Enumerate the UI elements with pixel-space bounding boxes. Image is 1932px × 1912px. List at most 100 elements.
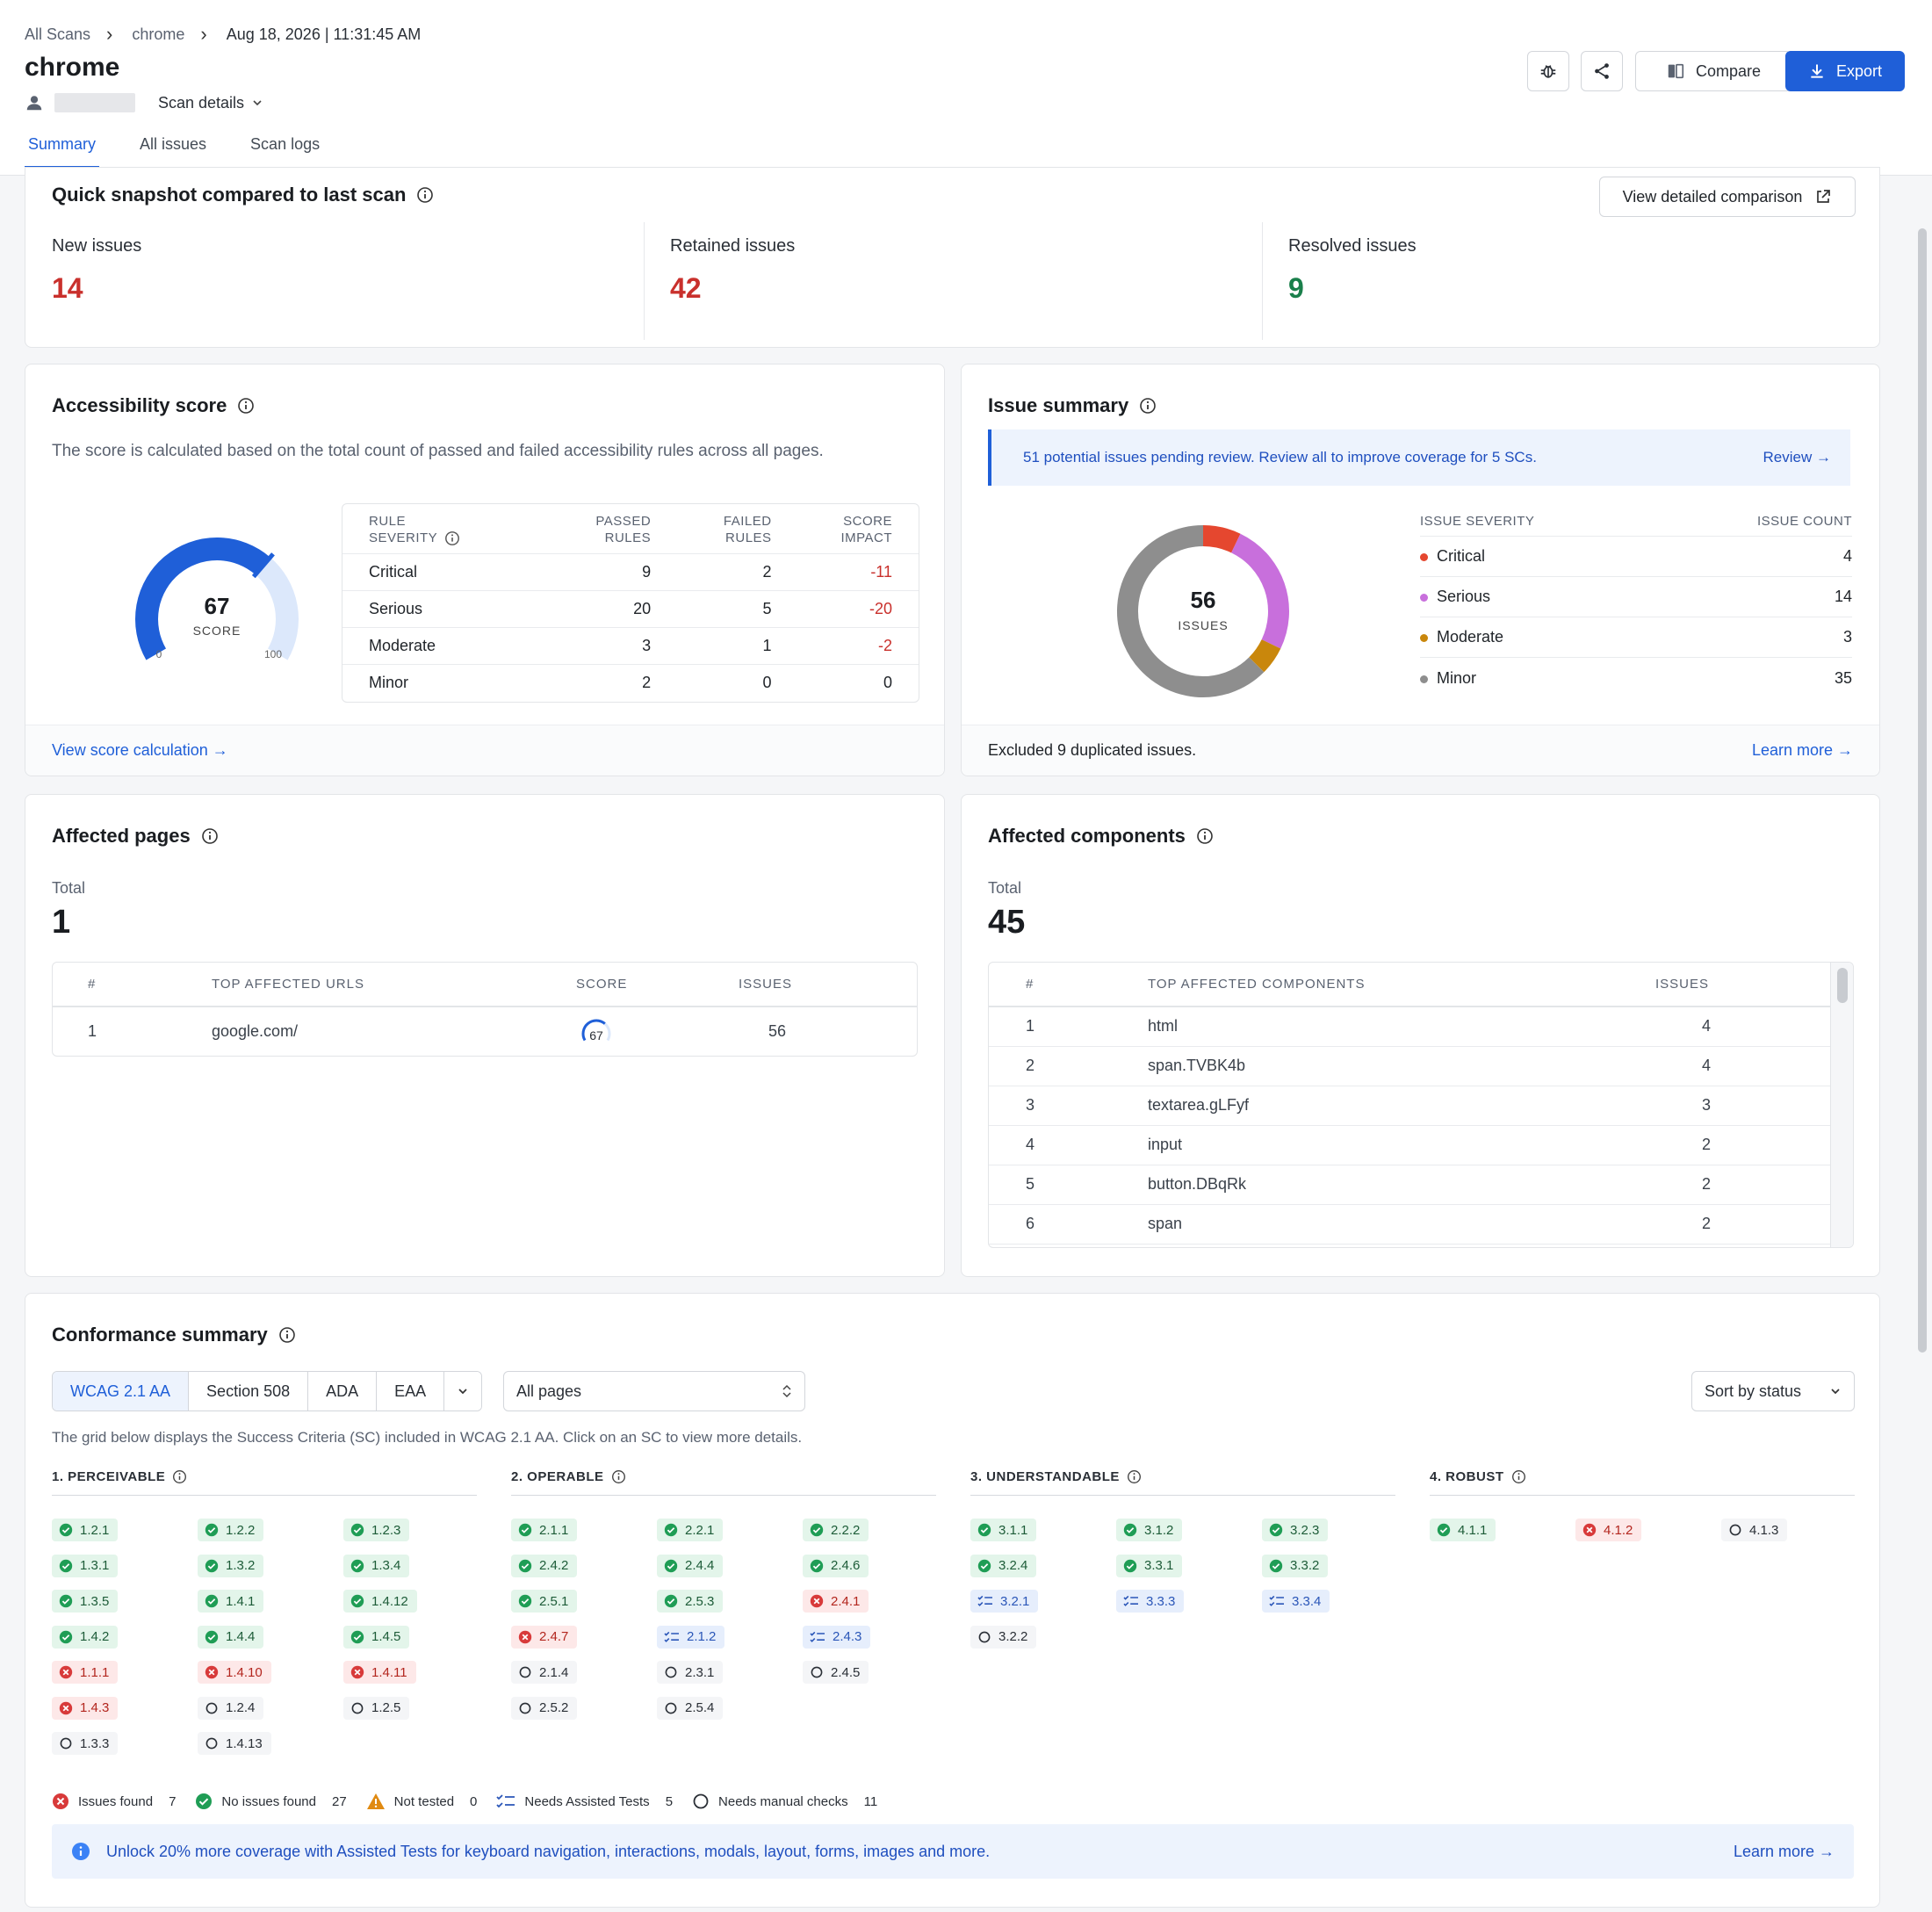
table-row[interactable]: 1 google.com/ 67 56 (53, 1007, 917, 1056)
sc-chip-3-2-1[interactable]: 3.2.1 (970, 1590, 1039, 1613)
sc-chip-1-4-12[interactable]: 1.4.12 (343, 1590, 417, 1613)
table-scrollbar-thumb[interactable] (1837, 968, 1848, 1003)
view-detailed-comparison-button[interactable]: View detailed comparison (1599, 177, 1856, 217)
standard-ada[interactable]: ADA (308, 1372, 378, 1411)
sc-chip-4-1-3[interactable]: 4.1.3 (1721, 1519, 1788, 1541)
sc-chip-3-2-3[interactable]: 3.2.3 (1262, 1519, 1329, 1541)
sc-chip-1-4-2[interactable]: 1.4.2 (52, 1625, 119, 1649)
tab-scan-logs[interactable]: Scan logs (250, 135, 321, 153)
sc-chip-2-5-4[interactable]: 2.5.4 (657, 1696, 724, 1720)
donut-segment-critical[interactable] (1202, 525, 1241, 553)
info-icon[interactable] (1127, 1469, 1142, 1484)
sc-chip-2-1-4[interactable]: 2.1.4 (511, 1661, 578, 1684)
compare-button[interactable]: Compare (1635, 51, 1791, 91)
view-score-calculation-link[interactable]: View score calculation → (52, 741, 228, 759)
info-icon[interactable] (416, 186, 434, 204)
sc-chip-3-3-2[interactable]: 3.3.2 (1262, 1554, 1329, 1577)
table-row[interactable]: 3 textarea.gLFyf 3 (989, 1086, 1830, 1126)
table-row[interactable]: 2 span.TVBK4b 4 (989, 1046, 1830, 1086)
sc-chip-1-2-5[interactable]: 1.2.5 (343, 1696, 410, 1720)
sc-chip-2-4-1[interactable]: 2.4.1 (803, 1590, 869, 1613)
sc-chip-2-2-1[interactable]: 2.2.1 (657, 1519, 724, 1541)
sc-chip-1-4-10[interactable]: 1.4.10 (198, 1661, 271, 1684)
sc-chip-1-2-3[interactable]: 1.2.3 (343, 1519, 410, 1541)
sc-chip-1-4-1[interactable]: 1.4.1 (198, 1590, 264, 1613)
sc-chip-1-2-4[interactable]: 1.2.4 (198, 1696, 264, 1720)
tab-all-issues[interactable]: All issues (140, 135, 207, 153)
page-url[interactable]: google.com/ (212, 1022, 299, 1040)
new-issues-label: New issues (52, 236, 142, 256)
page-scrollbar-thumb[interactable] (1918, 228, 1927, 1353)
sc-chip-2-4-3[interactable]: 2.4.3 (803, 1625, 871, 1649)
sc-chip-3-3-3[interactable]: 3.3.3 (1116, 1590, 1185, 1613)
sc-chip-1-4-4[interactable]: 1.4.4 (198, 1625, 264, 1649)
table-row[interactable]: 5 button.DBqRk 2 (989, 1165, 1830, 1205)
sc-chip-2-1-2[interactable]: 2.1.2 (657, 1625, 725, 1649)
sc-chip-3-2-2[interactable]: 3.2.2 (970, 1625, 1037, 1649)
breadcrumb-chrome[interactable]: chrome (132, 25, 185, 43)
table-row[interactable]: 1 html 4 (989, 1007, 1830, 1047)
standard-wcag[interactable]: WCAG 2.1 AA (53, 1372, 190, 1411)
sc-chip-1-4-5[interactable]: 1.4.5 (343, 1625, 410, 1649)
sc-chip-2-4-5[interactable]: 2.4.5 (803, 1661, 869, 1684)
info-icon[interactable] (172, 1469, 187, 1484)
table-scrollbar[interactable] (1830, 963, 1853, 1247)
sc-chip-2-1-1[interactable]: 2.1.1 (511, 1519, 578, 1541)
info-icon[interactable] (611, 1469, 626, 1484)
info-icon[interactable] (444, 530, 460, 546)
sc-chip-1-3-3[interactable]: 1.3.3 (52, 1732, 119, 1755)
donut-segment-moderate[interactable] (1248, 639, 1281, 673)
standard-section-508[interactable]: Section 508 (189, 1372, 309, 1411)
info-icon[interactable] (1139, 397, 1157, 415)
learn-more-link[interactable]: Learn more → (1751, 741, 1853, 759)
assisted-tests-learn-more[interactable]: Learn more → (1733, 1842, 1835, 1860)
tab-summary[interactable]: Summary (25, 132, 100, 169)
standard-eaa[interactable]: EAA (377, 1372, 445, 1411)
info-icon[interactable] (201, 827, 219, 845)
sc-chip-2-5-3[interactable]: 2.5.3 (657, 1590, 724, 1613)
sc-chip-3-2-4[interactable]: 3.2.4 (970, 1554, 1037, 1577)
sc-chip-4-1-1[interactable]: 4.1.1 (1430, 1519, 1496, 1541)
review-link[interactable]: Review → (1763, 449, 1831, 465)
sc-chip-3-3-1[interactable]: 3.3.1 (1116, 1554, 1183, 1577)
sc-chip-2-4-7[interactable]: 2.4.7 (511, 1625, 578, 1649)
breadcrumb-all-scans[interactable]: All Scans (25, 25, 91, 43)
scan-details-toggle[interactable]: Scan details (158, 94, 263, 112)
sc-chip-1-1-1[interactable]: 1.1.1 (52, 1661, 119, 1684)
table-row[interactable]: 4 input 2 (989, 1125, 1830, 1165)
sc-chip-2-3-1[interactable]: 2.3.1 (657, 1661, 724, 1684)
sort-select[interactable]: Sort by status (1691, 1371, 1855, 1411)
sc-chip-3-1-2[interactable]: 3.1.2 (1116, 1519, 1183, 1541)
page-scrollbar[interactable] (1913, 176, 1932, 1912)
info-icon[interactable] (278, 1326, 296, 1344)
export-button[interactable]: Export (1785, 51, 1905, 91)
sc-chip-1-3-5[interactable]: 1.3.5 (52, 1590, 119, 1613)
sc-chip-3-1-1[interactable]: 3.1.1 (970, 1519, 1037, 1541)
sc-chip-4-1-2[interactable]: 4.1.2 (1575, 1519, 1642, 1541)
sc-chip-2-5-2[interactable]: 2.5.2 (511, 1696, 578, 1720)
share-button[interactable] (1581, 51, 1623, 91)
sc-chip-1-2-2[interactable]: 1.2.2 (198, 1519, 264, 1541)
sc-chip-1-4-3[interactable]: 1.4.3 (52, 1696, 119, 1720)
info-icon[interactable] (237, 397, 255, 415)
sc-chip-2-4-6[interactable]: 2.4.6 (803, 1554, 869, 1577)
sc-chip-1-2-1[interactable]: 1.2.1 (52, 1519, 119, 1541)
info-icon[interactable] (1511, 1469, 1526, 1484)
sc-chip-1-3-4[interactable]: 1.3.4 (343, 1554, 410, 1577)
sc-chip-1-4-13[interactable]: 1.4.13 (198, 1732, 271, 1755)
sc-chip-3-3-4[interactable]: 3.3.4 (1262, 1590, 1330, 1613)
sc-chip-1-4-11[interactable]: 1.4.11 (343, 1661, 416, 1684)
sc-chip-1-3-2[interactable]: 1.3.2 (198, 1554, 264, 1577)
info-icon[interactable] (1196, 827, 1214, 845)
more-standards-dropdown[interactable] (444, 1372, 482, 1411)
table-row[interactable]: 6 span 2 (989, 1204, 1830, 1245)
sc-chip-1-3-1[interactable]: 1.3.1 (52, 1554, 119, 1577)
pages-select[interactable]: All pages (503, 1371, 805, 1411)
donut-segment-serious[interactable] (1230, 533, 1289, 649)
sc-chip-2-4-4[interactable]: 2.4.4 (657, 1554, 724, 1577)
bug-report-button[interactable] (1527, 51, 1569, 91)
sc-chip-2-5-1[interactable]: 2.5.1 (511, 1590, 578, 1613)
sc-chip-2-2-2[interactable]: 2.2.2 (803, 1519, 869, 1541)
sc-chip-2-4-2[interactable]: 2.4.2 (511, 1554, 578, 1577)
donut-segment-minor[interactable] (1117, 525, 1265, 697)
